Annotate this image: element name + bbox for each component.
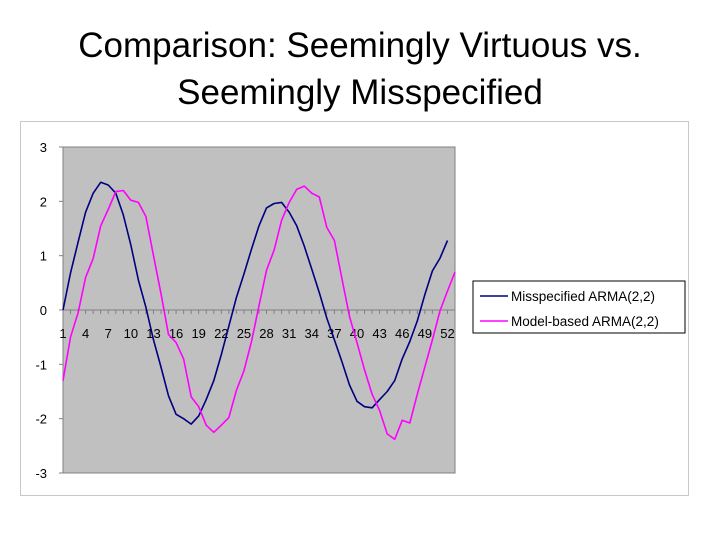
x-tick-label: 10	[124, 326, 138, 341]
slide-title-line-1: Comparison: Seemingly Virtuous vs.	[78, 26, 642, 65]
slide-title: Comparison: Seemingly Virtuous vs. Seemi…	[0, 22, 720, 116]
y-tick-label: 2	[40, 194, 47, 209]
x-tick-label: 31	[282, 326, 296, 341]
y-tick-label: 0	[40, 303, 47, 318]
x-tick-label: 28	[259, 326, 273, 341]
y-tick-label: -3	[35, 466, 47, 481]
x-tick-label: 1	[59, 326, 66, 341]
series-line-2	[62, 185, 456, 441]
y-tick-label: 1	[40, 249, 47, 264]
y-tick-label: -2	[35, 412, 47, 427]
x-tick-label: 13	[146, 326, 160, 341]
y-tick-label: -1	[35, 357, 47, 372]
legend-label-1: Misspecified ARMA(2,2)	[511, 289, 655, 304]
x-tick-label: 46	[395, 326, 409, 341]
x-tick-label: 16	[169, 326, 183, 341]
x-tick-label: 43	[372, 326, 386, 341]
series-line-1	[62, 181, 449, 425]
x-tick-label: 40	[350, 326, 364, 341]
x-tick-label: 34	[305, 326, 319, 341]
slide-title-line-2: Seemingly Misspecified	[177, 73, 543, 112]
x-tick-label: 49	[418, 326, 432, 341]
x-tick-label: 52	[440, 326, 454, 341]
legend-box	[472, 280, 686, 334]
x-tick-label: 25	[237, 326, 251, 341]
x-tick-label: 4	[82, 326, 89, 341]
chart-frame: 3 2 1 0 -1 -2 -3 1 4 7 10 13 16 19 22 25 28 31 34 37 40 43 46 4…	[20, 121, 689, 496]
x-tick-label: 19	[191, 326, 205, 341]
x-tick-label: 7	[105, 326, 112, 341]
y-tick-label: 3	[40, 140, 47, 155]
x-tick-label: 22	[214, 326, 228, 341]
legend-label-2: Model-based ARMA(2,2)	[511, 314, 659, 329]
